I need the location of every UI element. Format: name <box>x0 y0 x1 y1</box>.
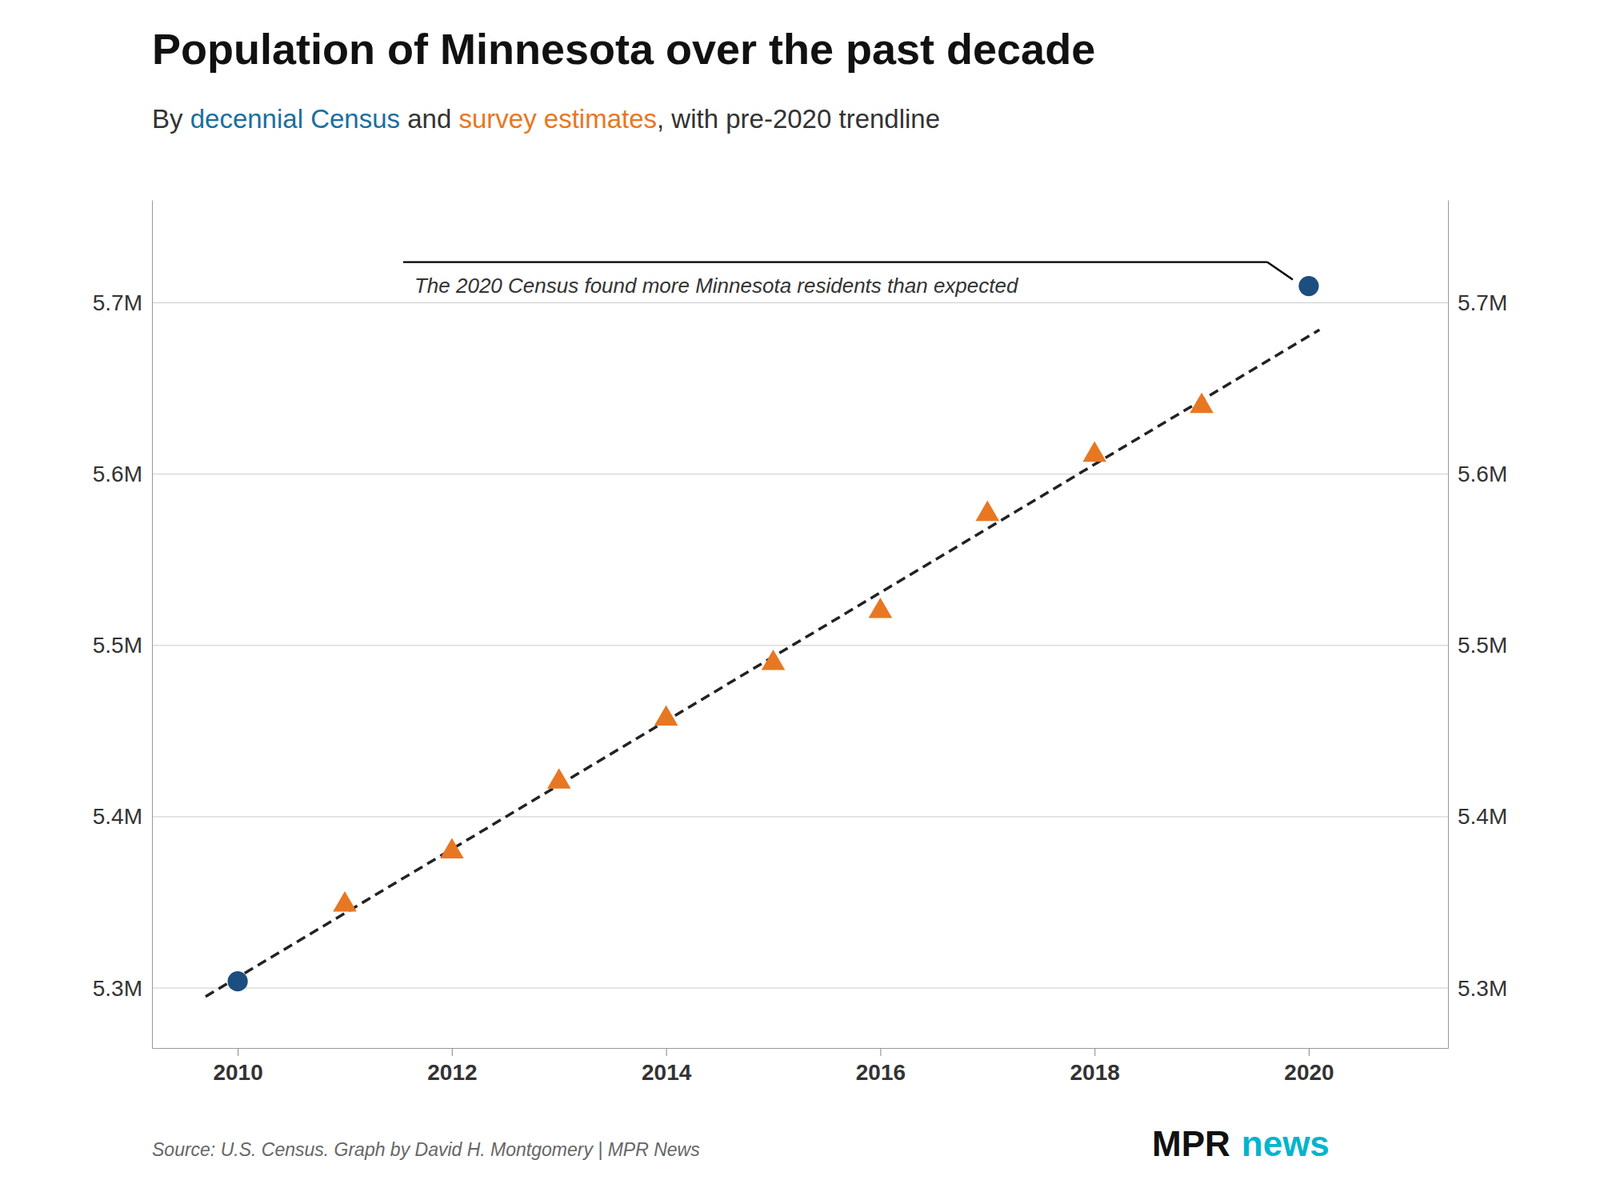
tick: 5.3M <box>92 976 152 1001</box>
tick: 5.7M <box>92 290 152 316</box>
tick: 5.3M <box>1448 976 1508 1001</box>
tick: 2020 <box>1284 1048 1334 1085</box>
axis-line <box>152 1048 1449 1049</box>
tick-mark <box>237 1048 239 1056</box>
tick-label: 5.3M <box>92 976 143 1001</box>
grid-line <box>152 473 1448 475</box>
tick-mark <box>452 1048 453 1056</box>
tick: 2012 <box>427 1048 477 1085</box>
y-axis-right: 5.3M 5.4M 5.5M 5.6M 5.7M <box>1448 200 1508 1049</box>
tick: 2014 <box>641 1048 692 1085</box>
annotation-line <box>1267 262 1293 280</box>
logo-part: MPR <box>1152 1124 1231 1164</box>
tick-mark <box>880 1048 881 1056</box>
tick-label: 5.3M <box>1457 976 1508 1001</box>
tick-label: 2014 <box>641 1060 692 1085</box>
plot-area <box>205 276 1320 997</box>
tick: 5.6M <box>1448 461 1508 487</box>
tick-label: 5.4M <box>92 804 143 829</box>
grid-line <box>152 988 1448 989</box>
tick-label: 2010 <box>212 1060 263 1085</box>
annotation: The 2020 Census found more Minnesota res… <box>403 262 1293 298</box>
background <box>0 0 1600 1200</box>
tick-label: 2020 <box>1284 1060 1334 1085</box>
subtitle-part: By <box>152 104 191 134</box>
point <box>227 971 248 992</box>
tick: 2010 <box>212 1048 263 1085</box>
point <box>1189 392 1214 414</box>
tick-label: 2016 <box>856 1060 906 1085</box>
axis-line <box>1448 200 1449 1049</box>
x-axis: 2010 2012 2014 2016 2018 2020 <box>152 1048 1449 1085</box>
logo: MPRnews <box>1152 1124 1330 1164</box>
tick: 5.7M <box>1448 290 1508 316</box>
title: Population of Minnesota over the past de… <box>152 24 1096 73</box>
grid-line <box>152 644 1448 646</box>
annotation-line <box>403 260 1268 263</box>
subtitle-part: decennial Census <box>190 104 400 134</box>
point <box>547 768 572 789</box>
tick: 2018 <box>1070 1048 1120 1085</box>
tick: 5.4M <box>1448 804 1508 829</box>
subtitle-part: and <box>400 104 459 134</box>
tick: 5.5M <box>92 632 152 658</box>
tick: 2016 <box>856 1048 906 1085</box>
tick-label: 5.6M <box>1457 461 1508 487</box>
subtitle-part: survey estimates <box>458 104 657 134</box>
source: Source: U.S. Census. Graph by David H. M… <box>152 1139 700 1160</box>
tick: 5.6M <box>92 461 152 487</box>
tick-label: 5.5M <box>1457 632 1508 658</box>
annotation-text: The 2020 Census found more Minnesota res… <box>414 273 1020 298</box>
tick-mark <box>666 1048 668 1056</box>
point <box>654 704 679 726</box>
tick: 5.4M <box>92 804 152 829</box>
subtitle: By decennial Census and survey estimates… <box>152 104 940 134</box>
subtitle-part: , with pre-2020 trendline <box>656 104 940 134</box>
tick: 5.5M <box>1448 632 1508 658</box>
tick-mark <box>1308 1048 1310 1056</box>
grid-line <box>152 816 1448 817</box>
tick-label: 5.4M <box>1457 804 1508 829</box>
point <box>761 649 786 671</box>
tick-mark <box>1094 1048 1096 1056</box>
grid-line <box>152 302 1448 304</box>
point <box>440 837 464 859</box>
logo-part: news <box>1241 1124 1330 1164</box>
trend-line <box>205 329 1320 997</box>
axis-line <box>152 200 153 1049</box>
tick-label: 5.6M <box>92 461 143 487</box>
tick-label: 5.7M <box>1457 290 1508 316</box>
tick-label: 5.5M <box>92 632 143 658</box>
tick-label: 2018 <box>1070 1060 1120 1085</box>
point <box>975 500 1000 522</box>
tick-label: 5.7M <box>92 290 143 316</box>
y-axis: 5.3M 5.4M 5.5M 5.6M 5.7M <box>92 200 153 1049</box>
point <box>1082 441 1107 463</box>
point <box>332 891 357 912</box>
chart: Population of Minnesota over the past de… <box>0 0 1600 1200</box>
tick-label: 2012 <box>427 1060 477 1085</box>
point <box>1298 276 1319 296</box>
grid <box>152 302 1448 988</box>
point <box>868 597 893 619</box>
